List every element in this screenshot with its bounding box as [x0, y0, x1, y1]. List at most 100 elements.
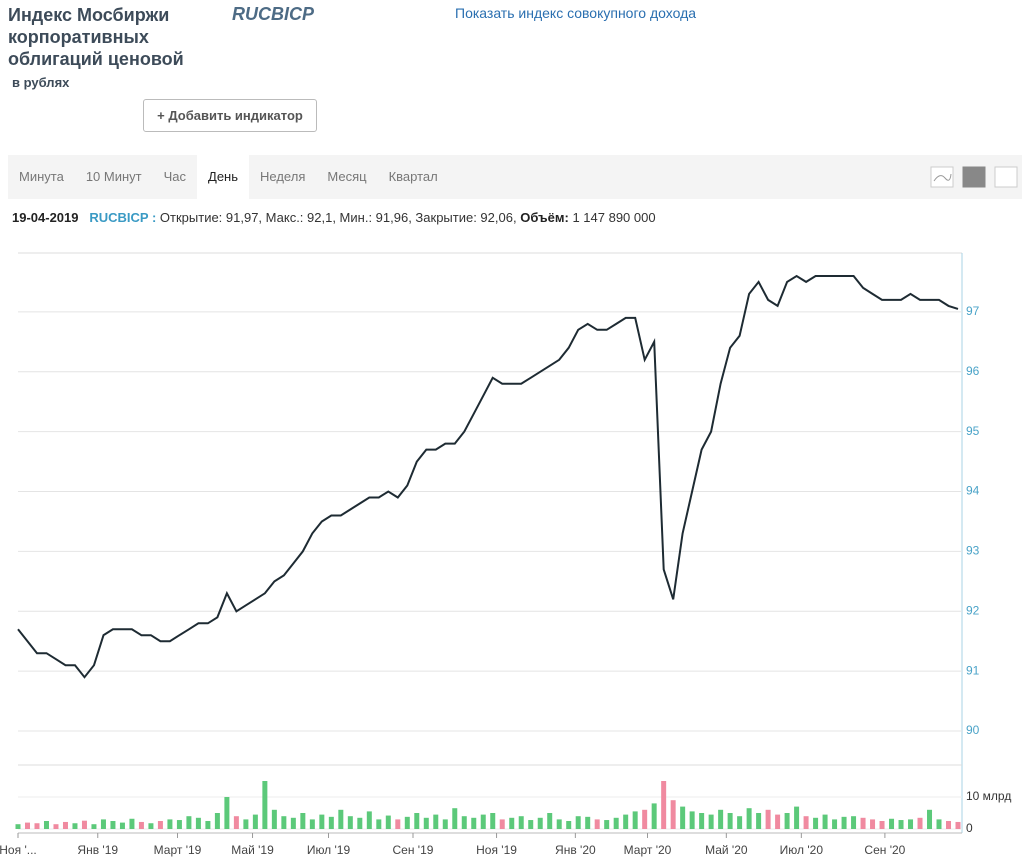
- volume-bar: [908, 819, 914, 829]
- y-tick-label: 90: [966, 723, 980, 737]
- volume-bar: [24, 822, 30, 829]
- volume-bar: [72, 823, 78, 829]
- y-tick-label: 10 млрд: [966, 789, 1011, 803]
- volume-bar: [309, 819, 315, 829]
- x-tick-label: Сен '19: [393, 843, 434, 857]
- volume-bar: [452, 808, 458, 829]
- volume-bar: [148, 823, 154, 829]
- x-tick-label: Март '19: [154, 843, 202, 857]
- volume-bar: [547, 813, 553, 829]
- info-line: 19-04-2019 RUCBICP : Открытие: 91,97, Ма…: [12, 210, 656, 225]
- volume-bar: [43, 821, 49, 829]
- volume-bar: [100, 819, 106, 829]
- x-tick-label: Сен '20: [864, 843, 905, 857]
- volume-bar: [167, 819, 173, 829]
- interval-tab[interactable]: Квартал: [388, 169, 438, 184]
- ticker: RUCBICP: [232, 4, 315, 24]
- volume-bar: [642, 809, 648, 829]
- volume-bar: [414, 813, 420, 829]
- volume-bar: [91, 824, 97, 829]
- info-ohlc: Открытие: 91,97, Макс.: 92,1, Мин.: 91,9…: [159, 210, 517, 225]
- volume-bar: [15, 824, 21, 829]
- volume-bar: [632, 811, 638, 829]
- info-ticker: RUCBICP :: [89, 210, 157, 225]
- title: Индекс Мосбиржи корпоративных облигаций …: [8, 5, 184, 69]
- candle-icon[interactable]: [962, 166, 986, 188]
- volume-bar: [708, 814, 714, 829]
- x-tick-label: Июл '19: [307, 843, 351, 857]
- volume-bar: [442, 819, 448, 829]
- volume-bar: [176, 820, 182, 829]
- x-tick-label: Май '19: [231, 843, 274, 857]
- line-icon-glyph: [933, 173, 952, 182]
- info-date: 19-04-2019: [12, 210, 79, 225]
- volume-bar: [471, 817, 477, 829]
- volume-bar: [357, 817, 363, 829]
- volume-bar: [879, 821, 885, 829]
- volume-bar: [898, 820, 904, 829]
- interval-tab[interactable]: 10 Минут: [85, 169, 142, 184]
- volume-bar: [138, 821, 144, 829]
- bar-icon[interactable]: [994, 166, 1018, 188]
- y-tick-label: 97: [966, 304, 980, 318]
- volume-bar: [205, 821, 211, 829]
- interval-tab[interactable]: Неделя: [260, 169, 306, 184]
- y-tick-label: 95: [966, 424, 980, 438]
- volume-bar: [623, 814, 629, 829]
- volume-bar: [870, 819, 876, 829]
- volume-bar: [604, 820, 610, 829]
- volume-bar: [395, 819, 401, 829]
- chart-type-icons: [930, 166, 1018, 188]
- volume-bar: [718, 809, 724, 829]
- volume-bar: [613, 817, 619, 829]
- volume-bar: [585, 816, 591, 829]
- x-tick-label: Ноя '19: [476, 843, 517, 857]
- volume-bar: [271, 809, 277, 829]
- interval-tab[interactable]: Минута: [19, 169, 64, 184]
- interval-tab[interactable]: День: [197, 155, 250, 199]
- volume-bar: [281, 816, 287, 829]
- volume-bar: [746, 808, 752, 829]
- interval-tab[interactable]: Час: [163, 169, 187, 184]
- subtitle: в рублях: [12, 75, 70, 90]
- interval-tab[interactable]: Месяц: [327, 169, 367, 184]
- volume-bar: [955, 821, 961, 829]
- volume-bar: [518, 816, 524, 829]
- volume-bar: [689, 811, 695, 829]
- volume-bar: [195, 817, 201, 829]
- volume-bar: [338, 809, 344, 829]
- volume-bar: [157, 821, 163, 829]
- volume-bar: [803, 816, 809, 829]
- volume-bar: [680, 806, 686, 829]
- volume-bar: [366, 811, 372, 829]
- total-return-link[interactable]: Показать индекс совокупного дохода: [455, 5, 697, 21]
- volume-bar: [62, 821, 68, 829]
- volume-bar: [376, 819, 382, 829]
- volume-bar: [385, 815, 391, 829]
- volume-bar: [214, 813, 220, 829]
- volume-bar: [186, 816, 192, 829]
- add-indicator-button[interactable]: + Добавить индикатор: [143, 99, 317, 132]
- volume-bar: [860, 817, 866, 829]
- volume-bar: [528, 820, 534, 829]
- volume-bar: [594, 819, 600, 829]
- volume-bar: [233, 816, 239, 829]
- volume-bar: [699, 813, 705, 829]
- info-volume: 1 147 890 000: [572, 210, 656, 225]
- volume-bar: [756, 813, 762, 829]
- y-tick-label: 0: [966, 821, 973, 835]
- x-tick-label: Март '20: [624, 843, 672, 857]
- volume-bar: [110, 821, 116, 829]
- volume-bar: [737, 816, 743, 829]
- volume-bar: [822, 814, 828, 829]
- volume-bar: [575, 816, 581, 829]
- volume-bar: [556, 819, 562, 829]
- volume-bar: [319, 814, 325, 829]
- x-tick-label: Май '20: [705, 843, 748, 857]
- line-icon[interactable]: [930, 166, 954, 188]
- volume-bar: [509, 817, 515, 829]
- volume-bar: [784, 813, 790, 829]
- volume-bar: [480, 814, 486, 829]
- x-tick-label: Июл '20: [780, 843, 824, 857]
- volume-bar: [889, 818, 895, 829]
